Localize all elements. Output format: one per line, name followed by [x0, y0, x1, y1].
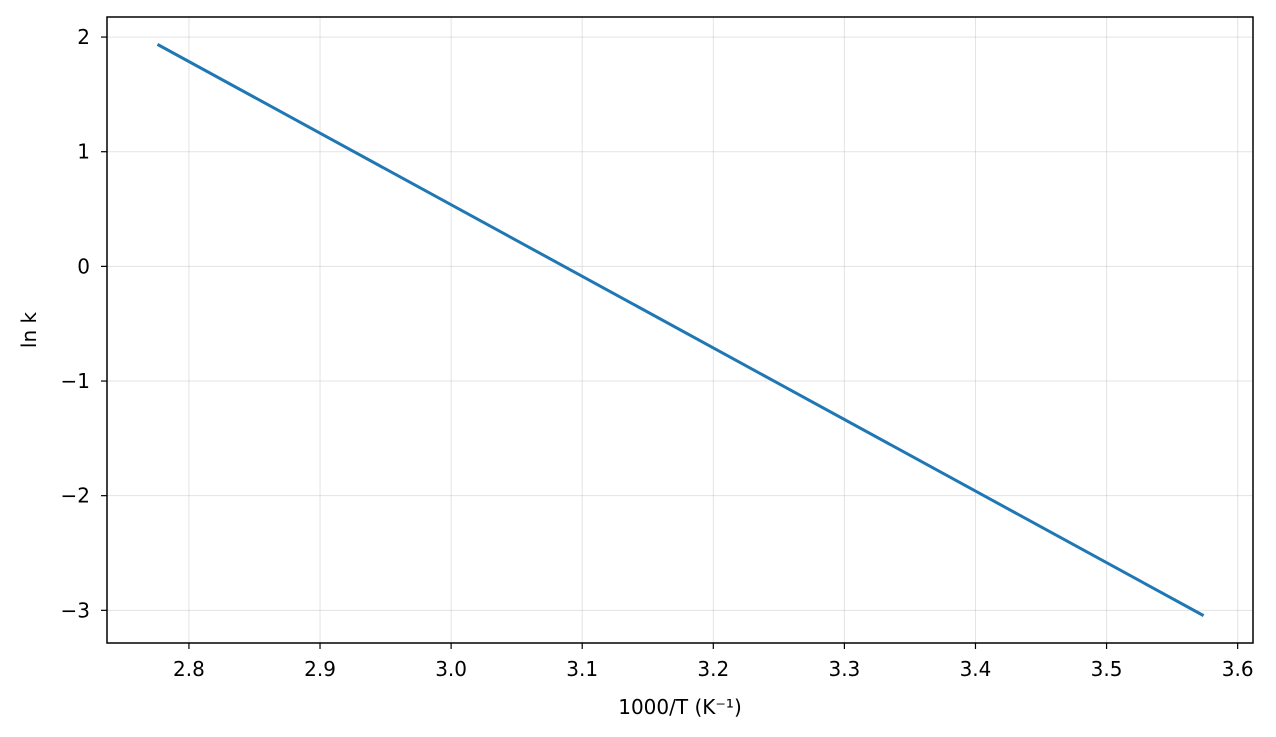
grid: [107, 17, 1253, 643]
x-tick-label: 3.5: [1091, 657, 1123, 681]
y-tick-label: 2: [77, 25, 90, 49]
x-tick-label: 3.0: [435, 657, 467, 681]
x-tick-label: 2.9: [304, 657, 336, 681]
x-tick-label: 3.3: [828, 657, 860, 681]
series-layer: [156, 43, 1205, 617]
ticks: 2.8 2.9 3.0 3.1 3.2 3.3 3.4 3.5 3.6 2 1 0 −1 −2 −3: [61, 25, 1254, 681]
x-tick-label: 2.8: [173, 657, 205, 681]
y-tick-label: 0: [77, 254, 90, 278]
x-tick-label: 3.6: [1222, 657, 1254, 681]
y-tick-label: 1: [77, 140, 90, 164]
y-tick-label: −3: [61, 598, 90, 622]
y-tick-label: −2: [61, 484, 90, 508]
plot-frame: [106, 16, 1254, 644]
y-tick-label: −1: [61, 369, 90, 393]
x-tick-label: 3.1: [566, 657, 598, 681]
x-axis-label: 1000/T (K⁻¹): [618, 695, 742, 719]
x-tick-label: 3.4: [960, 657, 992, 681]
y-axis-label: ln k: [17, 311, 41, 348]
series-line: [156, 43, 1205, 617]
x-tick-label: 3.2: [697, 657, 729, 681]
